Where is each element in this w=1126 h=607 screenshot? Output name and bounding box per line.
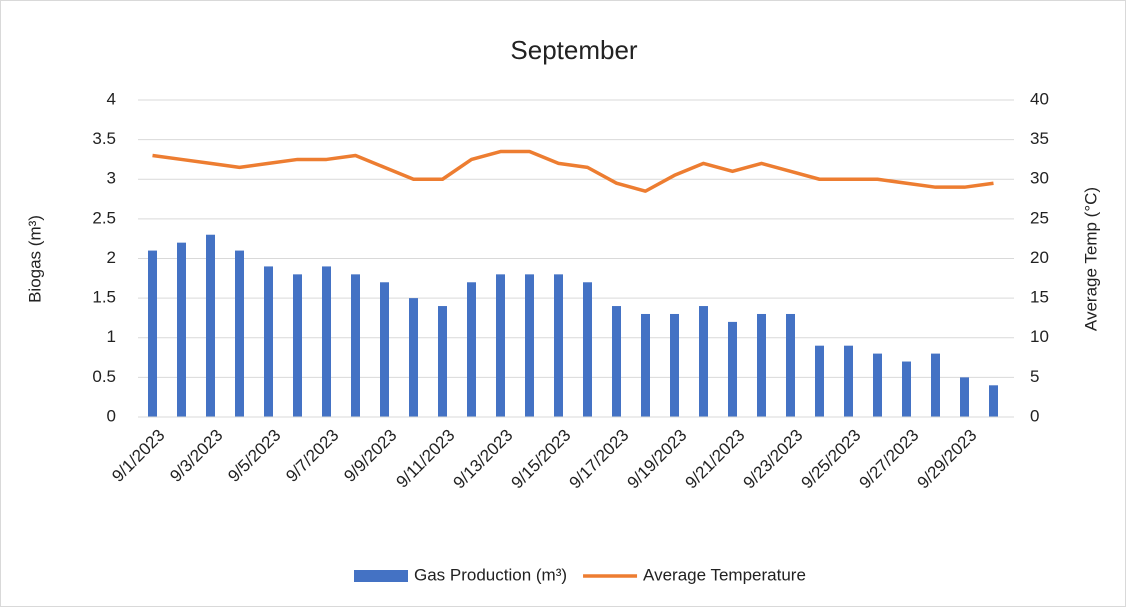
bar [902, 361, 911, 417]
bar [409, 298, 418, 417]
line [152, 149, 994, 193]
bar [699, 306, 708, 417]
bar [148, 250, 157, 417]
bar [322, 266, 331, 417]
bar [844, 345, 853, 417]
bar [931, 353, 940, 417]
bar [235, 250, 244, 417]
bar [293, 274, 302, 417]
chart-title: September [510, 35, 638, 65]
y-tick-label: 1 [107, 327, 116, 346]
y2-axis-label: Average Temp (°C) [1081, 187, 1100, 331]
bar [177, 242, 186, 417]
y-tick-label: 0.5 [92, 367, 116, 386]
bar [554, 274, 563, 417]
bar [583, 282, 592, 417]
y-tick-label: 2.5 [92, 208, 116, 227]
y2-tick-label: 20 [1030, 248, 1049, 267]
y2-tick-label: 35 [1030, 129, 1049, 148]
y-tick-label: 0 [107, 406, 116, 425]
y2-tick-label: 10 [1030, 327, 1049, 346]
y2-tick-label: 5 [1030, 367, 1039, 386]
bar [496, 274, 505, 417]
y-axis-label: Biogas (m³) [25, 215, 44, 303]
bar [351, 274, 360, 417]
bar [525, 274, 534, 417]
bar [438, 306, 447, 417]
bar [612, 306, 621, 417]
bar [960, 377, 969, 417]
bar [989, 385, 998, 417]
y-tick-label: 4 [107, 89, 116, 108]
bar [728, 321, 737, 417]
y2-tick-label: 15 [1030, 288, 1049, 307]
y2-tick-label: 0 [1030, 406, 1039, 425]
bar [206, 234, 215, 417]
y-tick-label: 2 [107, 248, 116, 267]
y-tick-label: 3 [107, 169, 116, 188]
bar [670, 313, 679, 417]
bar [467, 282, 476, 417]
bar [757, 313, 766, 417]
bar [380, 282, 389, 417]
legend-label: Gas Production (m³) [414, 565, 567, 584]
y2-tick-label: 30 [1030, 169, 1049, 188]
bar [786, 313, 795, 417]
y-tick-label: 1.5 [92, 288, 116, 307]
bar [815, 345, 824, 417]
legend-swatch [354, 570, 408, 582]
y-tick-label: 3.5 [92, 129, 116, 148]
bar [873, 353, 882, 417]
legend-label: Average Temperature [643, 565, 806, 584]
bar [641, 313, 650, 417]
bar [264, 266, 273, 417]
y2-tick-label: 40 [1030, 89, 1049, 108]
y2-tick-label: 25 [1030, 208, 1049, 227]
